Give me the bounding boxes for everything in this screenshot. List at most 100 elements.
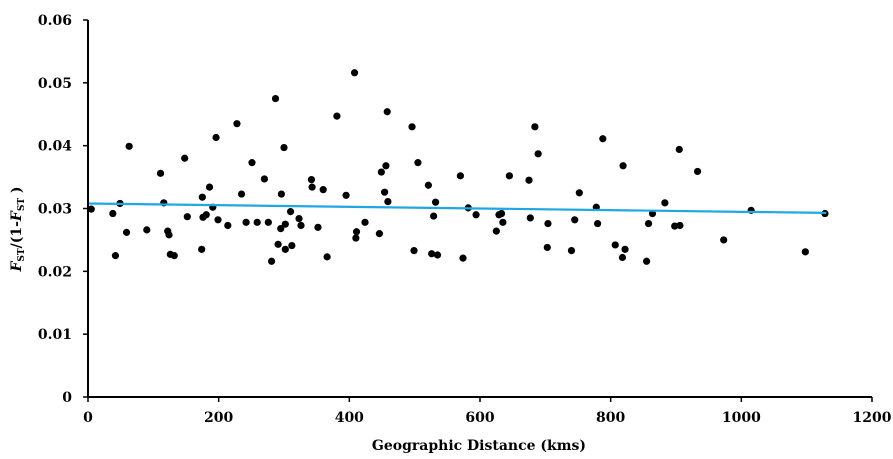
y-tick-label: 0.04 bbox=[38, 139, 72, 155]
data-point bbox=[643, 257, 651, 265]
data-point bbox=[198, 193, 206, 201]
data-point bbox=[286, 208, 295, 216]
data-point bbox=[381, 188, 389, 196]
data-point bbox=[361, 218, 369, 226]
data-point bbox=[156, 169, 165, 177]
data-point bbox=[274, 240, 282, 248]
data-point bbox=[109, 209, 117, 218]
data-point bbox=[499, 218, 507, 226]
data-point bbox=[644, 219, 653, 228]
data-point bbox=[594, 219, 602, 228]
data-point bbox=[165, 231, 173, 239]
data-point bbox=[618, 253, 627, 262]
data-point bbox=[214, 216, 222, 224]
data-point bbox=[277, 225, 285, 233]
data-point bbox=[611, 241, 619, 249]
y-tick-label: 0.05 bbox=[38, 76, 72, 92]
data-point bbox=[459, 254, 467, 262]
data-point bbox=[567, 246, 576, 255]
x-tick-label: 0 bbox=[83, 410, 93, 426]
data-point bbox=[525, 176, 533, 184]
data-point bbox=[661, 199, 669, 207]
data-point bbox=[456, 172, 464, 180]
data-point bbox=[676, 221, 684, 230]
data-point bbox=[319, 186, 327, 194]
x-tick-label: 1200 bbox=[853, 410, 892, 426]
y-axis-title-f1: F bbox=[9, 261, 25, 273]
data-point bbox=[260, 175, 268, 183]
data-point bbox=[497, 209, 506, 218]
data-point bbox=[277, 190, 285, 198]
y-axis-title: FST/(1-FST ) bbox=[9, 186, 27, 272]
data-point bbox=[431, 198, 440, 206]
data-point bbox=[410, 246, 418, 255]
data-point bbox=[531, 123, 539, 131]
data-point bbox=[202, 211, 210, 219]
data-point bbox=[233, 120, 241, 128]
data-point bbox=[212, 133, 220, 142]
points-layer bbox=[87, 69, 829, 265]
y-tick-label: 0.01 bbox=[38, 327, 72, 343]
data-point bbox=[111, 252, 120, 260]
data-point bbox=[408, 123, 416, 131]
data-point bbox=[333, 112, 341, 120]
data-point bbox=[693, 167, 702, 176]
data-point bbox=[543, 243, 551, 252]
axis-ticks-layer: 0 200 400 600 800 1000 1200 0 0.01 0.02 0.03 0.04 0.… bbox=[38, 13, 892, 426]
data-point bbox=[671, 222, 679, 230]
data-point bbox=[307, 175, 316, 184]
y-axis-title-f2: F bbox=[9, 210, 25, 222]
data-point bbox=[350, 69, 359, 77]
data-point bbox=[271, 94, 280, 103]
data-point bbox=[295, 214, 303, 223]
data-point bbox=[264, 218, 272, 226]
x-tick-label: 1000 bbox=[722, 410, 761, 426]
x-tick-label: 800 bbox=[596, 410, 625, 426]
data-point bbox=[352, 228, 361, 236]
data-point bbox=[308, 183, 316, 191]
data-point bbox=[288, 241, 296, 250]
x-tick-label: 200 bbox=[204, 410, 233, 426]
y-tick-label: 0.02 bbox=[38, 264, 72, 280]
data-point bbox=[526, 214, 534, 222]
data-point bbox=[472, 211, 480, 219]
data-point bbox=[183, 213, 191, 221]
data-point bbox=[433, 251, 442, 259]
data-point bbox=[505, 172, 513, 180]
data-point bbox=[181, 154, 189, 162]
data-point bbox=[281, 220, 289, 228]
data-point bbox=[575, 189, 583, 197]
data-point bbox=[122, 228, 131, 236]
y-tick-label: 0.03 bbox=[38, 202, 72, 218]
data-point bbox=[382, 162, 390, 170]
data-point bbox=[267, 257, 276, 265]
data-point bbox=[675, 145, 683, 154]
y-axis-title-end: ) bbox=[9, 186, 25, 198]
data-point bbox=[801, 248, 809, 256]
data-point bbox=[314, 223, 322, 231]
data-point bbox=[242, 218, 250, 226]
data-point bbox=[424, 181, 432, 189]
x-tick-label: 400 bbox=[335, 410, 364, 426]
data-point bbox=[224, 221, 232, 230]
data-point bbox=[205, 183, 214, 191]
data-point bbox=[352, 234, 360, 242]
data-point bbox=[281, 245, 289, 253]
data-point bbox=[280, 143, 288, 152]
trendline-layer bbox=[87, 202, 827, 214]
data-point bbox=[377, 168, 385, 176]
data-point bbox=[248, 159, 256, 167]
y-axis-title-sub1: ST bbox=[17, 248, 27, 261]
y-tick-label: 0 bbox=[62, 390, 72, 406]
data-point bbox=[534, 150, 542, 158]
y-axis-title-mid: /(1- bbox=[9, 221, 25, 248]
data-point bbox=[492, 227, 500, 235]
data-point bbox=[237, 190, 246, 198]
trendline bbox=[87, 202, 827, 214]
y-axis-title-sub2: ST bbox=[17, 198, 27, 211]
data-point bbox=[383, 108, 391, 116]
data-point bbox=[87, 205, 95, 213]
data-point bbox=[430, 212, 438, 220]
